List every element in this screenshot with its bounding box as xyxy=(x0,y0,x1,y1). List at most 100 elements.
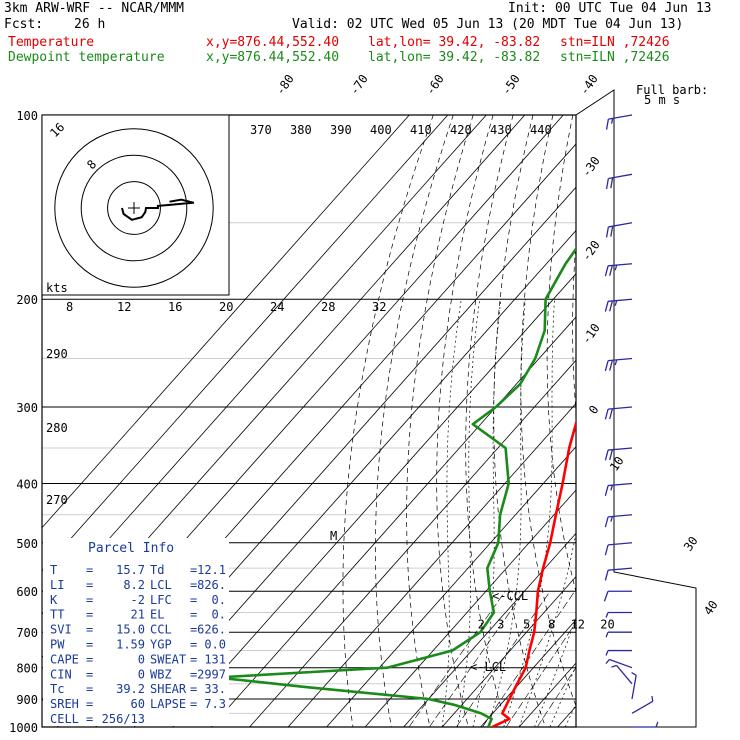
temperature-line xyxy=(491,418,576,727)
wind-barb-full xyxy=(609,265,614,276)
barb-legend-line2: 5 m s xyxy=(644,93,680,107)
moist-adiabat xyxy=(549,664,576,727)
parcel-value: 826. xyxy=(197,578,226,592)
mixing-ratio-line xyxy=(482,591,576,727)
isotherm-label: -60 xyxy=(423,72,447,98)
mixing-ratio-line xyxy=(408,591,506,727)
dry-adiabat xyxy=(645,115,740,727)
parcel-key: CCL xyxy=(150,623,172,637)
isotherm-label: -40 xyxy=(577,72,601,98)
wind-barb-half xyxy=(605,659,610,664)
legend-temperature-latlon: lat,lon= 39.42, -83.82 xyxy=(368,35,541,50)
wind-barb-full xyxy=(609,300,614,312)
isotherm xyxy=(557,705,576,727)
mixing-ratio-label-12: 12 xyxy=(571,617,585,631)
parcel-key: LCL xyxy=(150,578,172,592)
parcel-eq: = xyxy=(190,652,197,666)
wind-barb-full xyxy=(609,449,614,461)
isobar-label-900: 900 xyxy=(16,693,38,707)
wind-barb-half xyxy=(610,484,614,491)
wind-barb-shaft xyxy=(616,665,633,685)
isotherm xyxy=(42,115,449,572)
wind-barb-full xyxy=(604,516,609,528)
dry-adiabat xyxy=(689,115,740,727)
valid-time: Valid: 02 UTC Wed 05 Jun 13 (20 MDT Tue … xyxy=(292,17,684,32)
isobar-label-300: 300 xyxy=(16,401,38,415)
mixing-ratio-label-8: 8 xyxy=(548,617,555,631)
parcel-value: 15.0 xyxy=(116,623,145,637)
wind-barb-half xyxy=(605,612,609,618)
temp-axis-label: 8 xyxy=(66,300,73,314)
parcel-eq: = xyxy=(190,638,197,652)
parcel-key: Td xyxy=(150,563,164,577)
isobar-label-800: 800 xyxy=(16,662,38,676)
parcel-key: LFC xyxy=(150,593,172,607)
parcel-key: SHEAR xyxy=(150,682,187,696)
parcel-eq: = xyxy=(86,623,93,637)
parcel-eq: = xyxy=(190,667,197,681)
theta-left-label: 270 xyxy=(46,493,68,507)
parcel-key: Tc xyxy=(50,682,64,696)
parcel-eq: = xyxy=(190,697,197,711)
wind-barb xyxy=(604,514,633,528)
wind-barb-shaft xyxy=(608,567,633,571)
dry-adiabat xyxy=(711,115,740,727)
parcel-row: LI = 8.2 LCL = 826. xyxy=(50,578,226,592)
parcel-eq: = xyxy=(86,578,93,592)
parcel-key: PW xyxy=(50,638,65,652)
parcel-key: WBZ xyxy=(150,667,172,681)
moist-adiabat xyxy=(457,299,481,727)
isotherm xyxy=(42,115,487,615)
mixing-ratio-label-2: 2 xyxy=(478,617,485,631)
wind-barb xyxy=(611,664,633,685)
parcel-value: 12.1 xyxy=(197,563,226,577)
parcel-eq: = xyxy=(190,593,197,607)
model-title: 3km ARW-WRF -- NCAR/MMM xyxy=(4,1,185,16)
isobar-label-600: 600 xyxy=(16,585,38,599)
parcel-row: K = -2 LFC = 0. xyxy=(50,593,226,607)
parcel-key: EL xyxy=(150,608,164,622)
temp-axis-label: 24 xyxy=(270,300,284,314)
wind-barb xyxy=(604,263,633,277)
parcel-key: LAPSE xyxy=(150,697,186,711)
parcel-row: CELL = 256/13 xyxy=(50,712,145,726)
wind-barb xyxy=(604,482,633,496)
dry-adiabat xyxy=(546,115,576,594)
isotherm xyxy=(42,115,410,529)
mixing-ratio-line xyxy=(505,621,576,727)
wind-barb-shaft xyxy=(608,298,633,302)
hodograph-box xyxy=(41,114,230,296)
wind-barb-shaft xyxy=(608,482,633,487)
wind-barb-half xyxy=(610,118,614,124)
parcel-value: 0.0 xyxy=(204,638,226,652)
parcel-value: 7.3 xyxy=(204,697,226,711)
parcel-row: TT = 21 EL = 0. xyxy=(50,608,226,622)
wind-barb xyxy=(603,590,632,602)
theta-label: 370 xyxy=(250,123,272,137)
parcel-value: 256/13 xyxy=(102,712,145,726)
parcel-eq: = xyxy=(86,638,93,652)
mixing-ratio-label-5: 5 xyxy=(523,617,530,631)
wind-barb xyxy=(631,695,654,714)
wind-barb-full xyxy=(604,449,609,461)
wind-barb xyxy=(604,357,633,372)
wind-barb-half xyxy=(611,664,617,668)
wind-barb xyxy=(605,114,633,130)
wind-barb-shaft xyxy=(608,357,633,362)
wind-barb-full xyxy=(609,408,614,420)
parcel-key: SVI xyxy=(50,623,72,637)
dry-adiabat xyxy=(342,115,434,727)
parcel-key: CIN xyxy=(50,667,72,681)
wind-barb-shaft xyxy=(608,447,633,451)
dry-adiabat xyxy=(465,115,514,727)
parcel-key: YGP xyxy=(150,638,172,652)
init-time: Init: 00 UTC Tue 04 Jun 13 xyxy=(508,1,712,16)
isotherm-label: -10 xyxy=(579,321,603,347)
wind-barb xyxy=(604,567,633,581)
temp-axis-label: 32 xyxy=(372,300,386,314)
wind-barb-shaft xyxy=(608,114,633,120)
mixing-ratio-label-20: 20 xyxy=(600,617,614,631)
wind-barb-shaft xyxy=(608,263,633,267)
barb-legend-line1: Full barb: xyxy=(636,83,708,97)
legend-temperature-stn: stn=ILN ,72426 xyxy=(560,35,670,50)
